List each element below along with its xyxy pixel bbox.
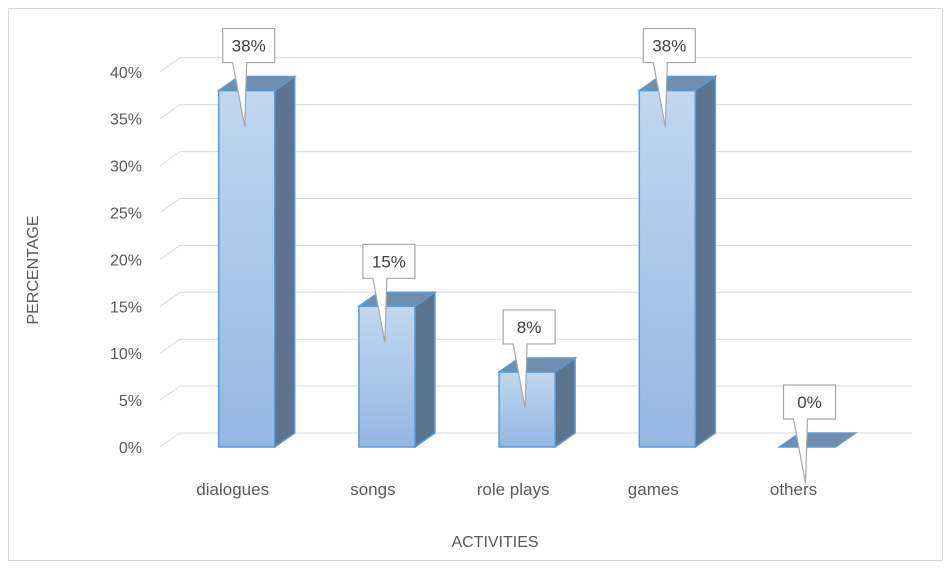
y-tick-label: 30% xyxy=(110,159,142,176)
data-label-callout xyxy=(362,243,416,343)
x-tick-label: games xyxy=(628,480,679,499)
x-tick-label: dialogues xyxy=(196,480,269,499)
x-axis-ticks: dialogues songs role plays games others xyxy=(196,480,817,499)
data-label-callout xyxy=(222,27,276,127)
bar xyxy=(356,290,438,449)
y-tick-label: 35% xyxy=(110,112,142,129)
y-tick-label: 10% xyxy=(110,346,142,363)
bar-side xyxy=(694,75,717,449)
data-label: 8% xyxy=(502,309,556,409)
data-label: 15% xyxy=(362,243,416,343)
y-tick-label: 25% xyxy=(110,206,142,223)
x-tick-label: others xyxy=(770,480,817,499)
y-tick-label: 0% xyxy=(119,440,142,457)
data-labels: 38% 15% 8% 38% 0% xyxy=(222,27,837,484)
data-label: 0% xyxy=(782,384,837,484)
bars xyxy=(216,75,858,449)
data-label-text: 8% xyxy=(517,318,542,337)
bar-front xyxy=(217,89,276,448)
y-tick-label: 15% xyxy=(110,299,142,316)
x-tick-label: role plays xyxy=(477,480,550,499)
chart-frame xyxy=(8,8,943,561)
data-label-text: 38% xyxy=(652,37,686,56)
data-label: 38% xyxy=(222,27,276,127)
data-label-text: 15% xyxy=(372,252,406,271)
data-label-text: 0% xyxy=(797,393,822,412)
bar-front xyxy=(638,89,697,448)
data-label-callout xyxy=(782,384,837,484)
data-label-callout xyxy=(502,309,556,409)
bar xyxy=(496,356,578,449)
bar-side xyxy=(273,75,296,449)
y-tick-label: 20% xyxy=(110,252,142,269)
data-label-callout xyxy=(642,27,696,127)
data-label: 38% xyxy=(642,27,696,127)
bar xyxy=(216,75,298,449)
y-axis-ticks: 0% 5% 10% 15% 20% 25% 30% 35% 40% xyxy=(110,65,142,457)
bar xyxy=(777,432,858,448)
x-axis-title: ACTIVITIES xyxy=(451,534,538,551)
bar-front xyxy=(498,371,556,448)
data-label-text: 38% xyxy=(232,37,266,56)
bar-front xyxy=(358,305,416,448)
bar-side xyxy=(554,356,576,449)
y-axis-title: PERCENTAGE xyxy=(25,215,42,324)
y-tick-label: 40% xyxy=(110,65,142,82)
bar-top xyxy=(777,432,858,448)
y-tick-label: 5% xyxy=(119,393,142,410)
x-tick-label: songs xyxy=(350,480,395,499)
bar-side xyxy=(414,290,436,449)
bar xyxy=(636,75,718,449)
